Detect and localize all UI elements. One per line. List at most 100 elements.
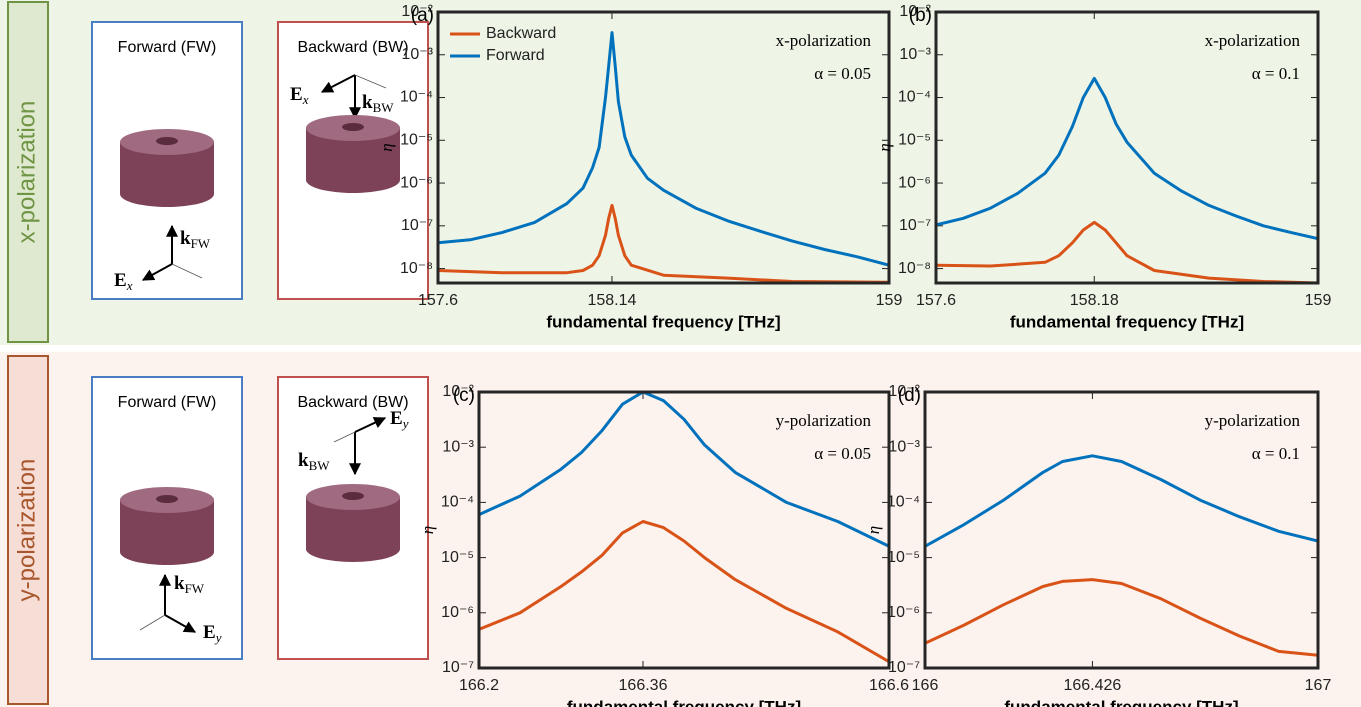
e-subscript: y xyxy=(401,416,409,431)
x-tick-label: 166.426 xyxy=(1063,677,1121,694)
e-symbol: E xyxy=(203,622,216,643)
y-tick-label: 10⁻⁴ xyxy=(887,494,920,511)
x-tick-label: 167 xyxy=(1305,677,1332,694)
panel-label: (c) xyxy=(453,385,475,406)
series-line xyxy=(438,31,889,267)
k-label: kBW xyxy=(298,450,330,473)
k-symbol: k xyxy=(298,450,309,471)
x-tick-label: 166 xyxy=(912,677,939,694)
x-tick-label: 166.6 xyxy=(869,677,909,694)
x-tick-label: 166.2 xyxy=(459,677,499,694)
cylinder-hole xyxy=(342,123,364,131)
y-tick-label: 10⁻³ xyxy=(442,438,474,455)
plot-lines xyxy=(925,454,1318,657)
y-tick-label: 10⁻⁵ xyxy=(400,132,433,149)
plot-frame xyxy=(436,10,891,285)
annotation: α = 0.05 xyxy=(814,444,871,463)
series-line xyxy=(925,578,1318,657)
e-subscript: x xyxy=(126,278,133,293)
x-tick-label: 159 xyxy=(876,292,903,309)
k-symbol: k xyxy=(362,92,373,113)
legend-label: Backward xyxy=(486,25,556,42)
y-tick-label: 10⁻⁴ xyxy=(898,89,931,106)
row-label-box xyxy=(7,1,49,343)
y-tick-label: 10⁻² xyxy=(442,383,474,400)
e-symbol: E xyxy=(290,84,303,105)
e-subscript: x xyxy=(302,92,309,107)
e-label: Ey xyxy=(390,408,409,431)
series-line xyxy=(936,76,1318,241)
series-line xyxy=(925,454,1318,548)
plot-lines xyxy=(936,76,1318,283)
plot-lines xyxy=(479,392,889,663)
annotation: x-polarization xyxy=(1205,31,1301,50)
annotation: α = 0.1 xyxy=(1252,444,1300,463)
cylinder-body xyxy=(120,500,214,565)
panel-label: (d) xyxy=(898,385,921,406)
legend-label: Forward xyxy=(486,47,545,64)
series-line xyxy=(936,220,1318,283)
diagram-title: Backward (BW) xyxy=(297,394,408,411)
e-arrow xyxy=(320,74,356,93)
y-tick-label: 10⁻⁷ xyxy=(899,217,931,234)
axis-line xyxy=(333,431,356,443)
plot-frame xyxy=(477,390,891,670)
y-tick-label: 10⁻² xyxy=(899,3,931,20)
e-symbol: E xyxy=(390,408,403,429)
y-axis-label: η xyxy=(377,143,396,151)
row-label-box xyxy=(7,355,49,705)
y-axis-label: η xyxy=(418,526,437,534)
x-tick-label: 158.14 xyxy=(587,292,636,309)
x-axis-label: fundamental frequency [THz] xyxy=(567,697,801,707)
axis-line xyxy=(171,263,203,279)
e-subscript: y xyxy=(214,630,222,645)
y-axis-label: η xyxy=(864,526,883,534)
series-line xyxy=(438,203,889,283)
k-label: kFW xyxy=(180,228,211,251)
annotation: α = 0.05 xyxy=(814,64,871,83)
diagram-title: Backward (BW) xyxy=(297,39,408,56)
k-symbol: k xyxy=(174,573,185,594)
k-subscript: FW xyxy=(185,581,205,596)
x-tick-label: 157.6 xyxy=(916,292,956,309)
diagram-title: Forward (FW) xyxy=(118,39,217,56)
y-tick-label: 10⁻⁷ xyxy=(442,659,474,676)
e-arrow xyxy=(354,417,387,433)
x-axis-label: fundamental frequency [THz] xyxy=(1004,697,1238,707)
x-tick-label: 166.36 xyxy=(619,677,668,694)
e-label: Ex xyxy=(114,270,133,293)
y-tick-label: 10⁻⁷ xyxy=(888,659,920,676)
plot-lines xyxy=(438,31,889,283)
k-subscript: FW xyxy=(191,236,211,251)
y-tick-label: 10⁻⁷ xyxy=(401,217,433,234)
k-label: kFW xyxy=(174,573,205,596)
k-subscript: BW xyxy=(373,100,395,115)
x-axis-label: fundamental frequency [THz] xyxy=(1010,312,1244,331)
annotation: y-polarization xyxy=(776,411,872,430)
y-tick-label: 10⁻² xyxy=(888,383,920,400)
annotation: x-polarization xyxy=(776,31,872,50)
k-subscript: BW xyxy=(309,458,331,473)
y-tick-label: 10⁻⁵ xyxy=(898,132,931,149)
e-symbol: E xyxy=(114,270,127,291)
axis-line xyxy=(354,74,387,89)
annotation: α = 0.1 xyxy=(1252,64,1300,83)
y-tick-label: 10⁻⁸ xyxy=(400,260,433,277)
axis-line xyxy=(139,614,166,631)
y-tick-label: 10⁻² xyxy=(401,3,433,20)
y-tick-label: 10⁻⁵ xyxy=(887,549,920,566)
x-tick-label: 157.6 xyxy=(418,292,458,309)
diagram-title: Forward (FW) xyxy=(118,394,217,411)
x-tick-label: 158.18 xyxy=(1070,292,1119,309)
cylinder-hole xyxy=(156,137,178,145)
cylinder-body xyxy=(306,497,400,562)
e-label: Ey xyxy=(203,622,222,645)
y-tick-label: 10⁻³ xyxy=(888,438,920,455)
y-tick-label: 10⁻⁶ xyxy=(400,174,433,191)
x-axis-label: fundamental frequency [THz] xyxy=(546,312,780,331)
cylinder-hole xyxy=(156,495,178,503)
y-tick-label: 10⁻⁴ xyxy=(400,89,433,106)
e-arrow xyxy=(164,614,197,633)
y-tick-label: 10⁻⁴ xyxy=(441,494,474,511)
